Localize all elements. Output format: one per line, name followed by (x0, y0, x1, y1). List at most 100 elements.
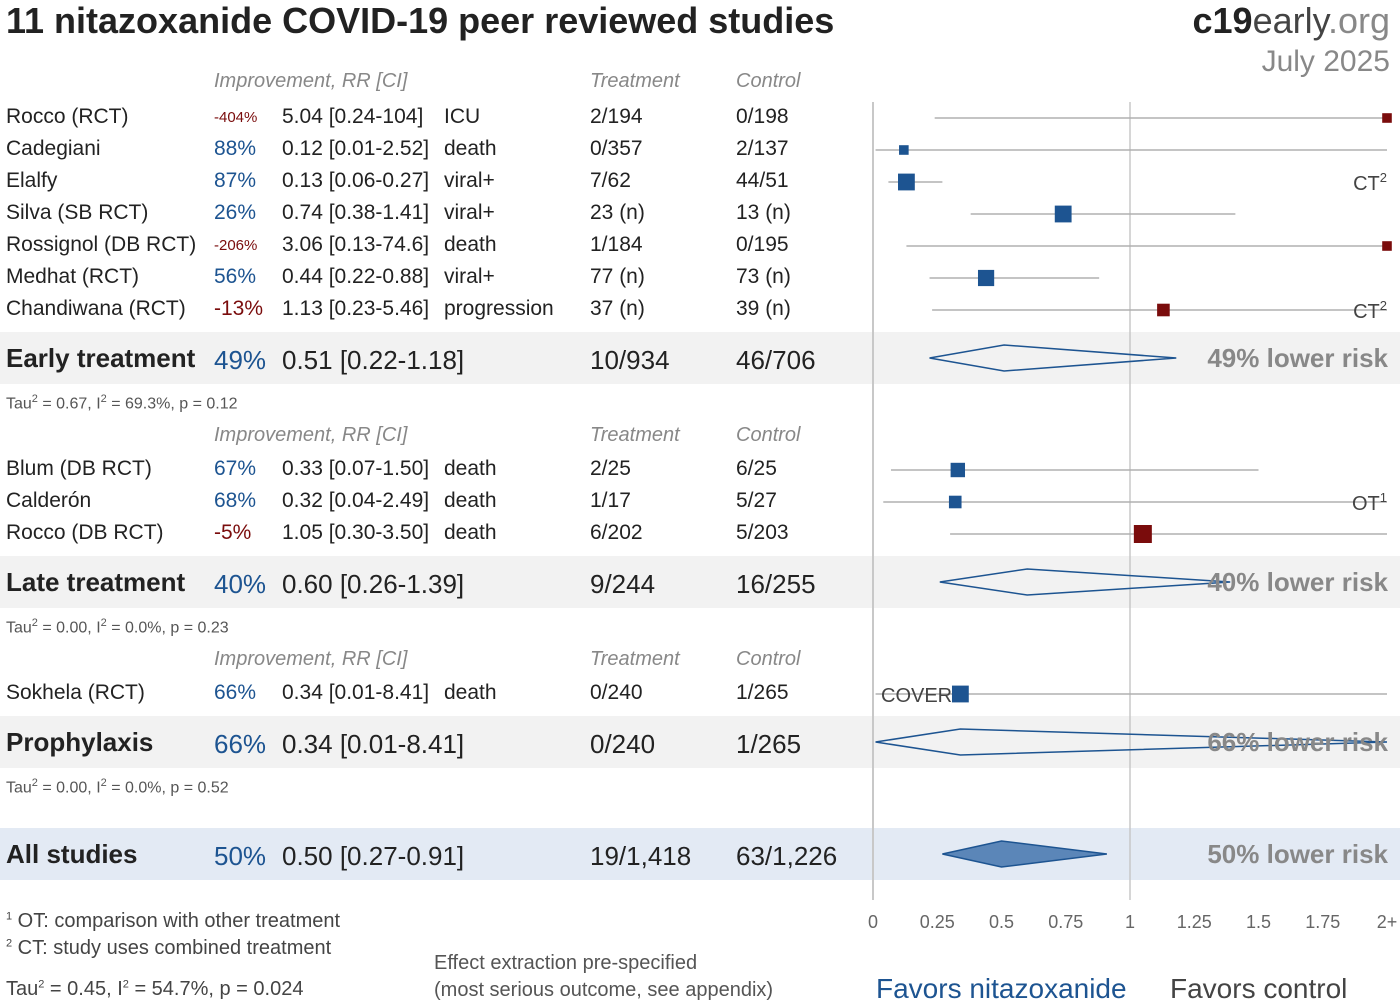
study-rr: 3.06 [0.13-74.6] (282, 233, 430, 256)
group-rr: 0.51 [0.22-1.18] (282, 345, 465, 375)
axis-tick-label: 1.75 (1305, 912, 1340, 932)
extraction-note-line2: (most serious outcome, see appendix) (434, 979, 774, 1001)
column-header-treatment: Treatment (590, 70, 680, 92)
study-outcome: viral+ (444, 265, 495, 288)
study-control: 1/265 (736, 681, 789, 704)
study-tag: CT2 (1353, 298, 1387, 323)
effect-marker (1054, 205, 1072, 223)
group-stats: Tau2 = 0.00, I2 = 0.0%, p = 0.52 (6, 777, 229, 797)
group-risk-text: 66% lower risk (1207, 727, 1388, 757)
study-rr: 5.04 [0.24-104] (282, 105, 424, 128)
study-outcome: death (444, 137, 497, 160)
group-rr: 0.60 [0.26-1.39] (282, 569, 465, 599)
group-name: Early treatment (6, 343, 196, 373)
all-studies-band (0, 828, 1400, 880)
study-control: 13 (n) (736, 201, 791, 224)
study-outcome: ICU (444, 105, 481, 128)
summary-diamond-early (929, 344, 1177, 372)
group-risk-text: 40% lower risk (1207, 567, 1388, 597)
effect-marker (898, 173, 915, 191)
study-treatment: 6/202 (590, 521, 643, 544)
study-outcome: death (444, 521, 497, 544)
study-control: 0/198 (736, 105, 789, 128)
group-treatment: 0/240 (590, 729, 656, 759)
study-treatment: 7/62 (590, 169, 631, 192)
footnote-ct: 2 CT: study uses combined treatment (6, 937, 332, 959)
study-improvement: -206% (214, 237, 258, 254)
effect-marker (1133, 525, 1152, 543)
column-header-improvement: Improvement, RR [CI] (214, 424, 408, 446)
group-improvement: 49% (214, 345, 267, 375)
effect-marker (948, 495, 962, 509)
effect-marker (950, 462, 966, 478)
group-treatment: 9/244 (590, 569, 656, 599)
study-treatment: 77 (n) (590, 265, 645, 288)
extraction-note-line1: Effect extraction pre-specified (434, 952, 698, 974)
study-control: 2/137 (736, 137, 789, 160)
group-control: 16/255 (736, 569, 816, 599)
study-rr: 0.74 [0.38-1.41] (282, 201, 430, 224)
study-name: Rossignol (DB RCT) (6, 233, 197, 256)
group-name: Late treatment (6, 567, 186, 597)
study-control: 0/195 (736, 233, 789, 256)
study-treatment: 1/17 (590, 489, 631, 512)
study-outcome: death (444, 233, 497, 256)
group-rr: 0.50 [0.27-0.91] (282, 841, 465, 871)
study-outcome: viral+ (444, 201, 495, 224)
study-name: Rocco (RCT) (6, 105, 129, 128)
axis-tick-label: 0 (868, 912, 878, 932)
effect-marker (1382, 241, 1392, 251)
study-treatment: 1/184 (590, 233, 643, 256)
study-control: 5/27 (736, 489, 777, 512)
study-rr: 0.33 [0.07-1.50] (282, 457, 430, 480)
study-rr: 1.13 [0.23-5.46] (282, 297, 430, 320)
summary-diamond-prophylaxis (875, 728, 1388, 756)
study-tag: OT1 (1352, 490, 1387, 515)
study-outcome: progression (444, 297, 554, 320)
study-outcome: viral+ (444, 169, 495, 192)
column-header-treatment: Treatment (590, 424, 680, 446)
column-header-control: Control (736, 424, 801, 446)
study-control: 39 (n) (736, 297, 791, 320)
study-outcome: death (444, 681, 497, 704)
study-treatment: 0/357 (590, 137, 643, 160)
study-improvement: -5% (214, 521, 252, 544)
study-name: Rocco (DB RCT) (6, 521, 164, 544)
study-rr: 1.05 [0.30-3.50] (282, 521, 430, 544)
study-improvement: 56% (214, 265, 257, 288)
study-treatment: 2/25 (590, 457, 631, 480)
column-header-improvement: Improvement, RR [CI] (214, 70, 408, 92)
study-control: 5/203 (736, 521, 789, 544)
group-treatment: 19/1,418 (590, 841, 692, 871)
study-treatment: 23 (n) (590, 201, 645, 224)
axis-tick-label: 0.75 (1048, 912, 1083, 932)
group-risk-text: 49% lower risk (1207, 343, 1388, 373)
summary-diamond-all (942, 840, 1107, 868)
effect-marker (899, 145, 909, 155)
study-name: Blum (DB RCT) (6, 457, 152, 480)
study-improvement: 87% (214, 169, 257, 192)
late-treatment-band (0, 556, 1400, 608)
axis-tick-label: 1.25 (1177, 912, 1212, 932)
favors-treatment-label: Favors nitazoxanide (876, 973, 1127, 1004)
study-treatment: 37 (n) (590, 297, 645, 320)
column-header-control: Control (736, 70, 801, 92)
study-tag: COVER (881, 685, 952, 707)
group-stats: Tau2 = 0.67, I2 = 69.3%, p = 0.12 (6, 393, 238, 413)
study-rr: 0.44 [0.22-0.88] (282, 265, 430, 288)
column-header-treatment: Treatment (590, 648, 680, 670)
column-header-control: Control (736, 648, 801, 670)
effect-marker (1157, 303, 1170, 317)
study-name: Calderón (6, 489, 92, 512)
overall-stats: Tau2 = 0.45, I2 = 54.7%, p = 0.024 (6, 978, 304, 1000)
axis-tick-label: 0.5 (989, 912, 1014, 932)
study-tag-footnote: 2 (1380, 170, 1387, 185)
study-improvement: 26% (214, 201, 257, 224)
group-improvement: 50% (214, 841, 267, 871)
study-improvement: -13% (214, 297, 264, 320)
axis-tick-label: 0.25 (920, 912, 955, 932)
group-name: All studies (6, 839, 138, 869)
group-risk-text: 50% lower risk (1207, 839, 1388, 869)
effect-marker (1382, 113, 1392, 123)
